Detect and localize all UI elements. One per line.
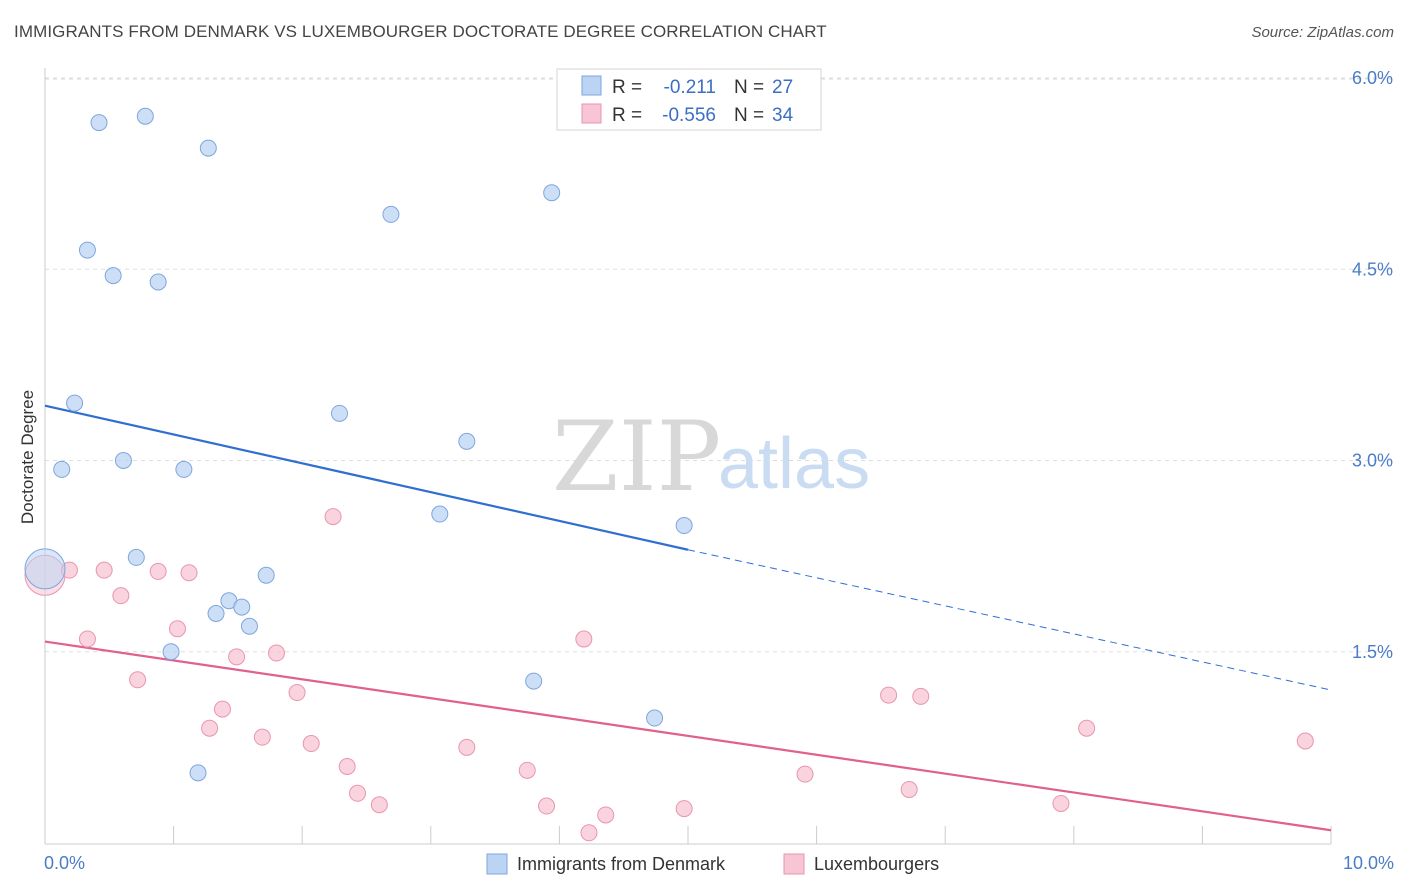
point-luxembourgers bbox=[1296, 732, 1314, 750]
point-luxembourgers bbox=[213, 700, 231, 718]
point-denmark bbox=[66, 394, 84, 412]
point-luxembourgers bbox=[338, 758, 356, 775]
point-luxembourgers bbox=[78, 630, 96, 648]
trend-lines bbox=[44, 404, 1332, 832]
series-legend-denmark: Immigrants from Denmark bbox=[517, 854, 726, 874]
point-denmark bbox=[431, 505, 449, 523]
point-luxembourgers bbox=[324, 508, 342, 526]
watermark-zip: ZIP bbox=[552, 401, 721, 513]
y-tick-label: 3.0% bbox=[1352, 451, 1393, 471]
legend-r-value-1: -0.211 bbox=[664, 77, 716, 98]
chart-title: IMMIGRANTS FROM DENMARK VS LUXEMBOURGER … bbox=[14, 22, 827, 41]
point-denmark bbox=[114, 452, 132, 469]
point-luxembourgers bbox=[112, 587, 130, 605]
point-luxembourgers bbox=[95, 561, 113, 579]
point-luxembourgers bbox=[348, 784, 366, 802]
point-luxembourgers bbox=[253, 728, 271, 746]
point-denmark bbox=[136, 107, 154, 125]
point-denmark bbox=[162, 643, 180, 661]
point-luxembourgers bbox=[538, 797, 556, 815]
point-denmark bbox=[104, 267, 122, 285]
point-denmark bbox=[543, 184, 561, 202]
point-denmark bbox=[90, 114, 108, 132]
point-denmark bbox=[330, 404, 348, 422]
point-luxembourgers bbox=[168, 620, 186, 638]
series-legend-swatch-luxembourgers bbox=[783, 853, 805, 875]
point-denmark bbox=[233, 598, 251, 616]
x-tick-label-min: 0.0% bbox=[44, 853, 85, 873]
x-tick-label-max: 10.0% bbox=[1343, 853, 1394, 873]
stats-legend: R = -0.211 N = 27 R = -0.556 N = 34 bbox=[556, 68, 822, 131]
legend-n-label-1: N = bbox=[734, 77, 764, 98]
point-luxembourgers bbox=[575, 630, 593, 648]
point-luxembourgers bbox=[675, 800, 693, 818]
gridlines bbox=[45, 77, 1392, 653]
point-luxembourgers bbox=[370, 796, 388, 814]
point-denmark bbox=[675, 517, 693, 535]
point-denmark bbox=[257, 566, 275, 584]
trend-line-denmark bbox=[44, 404, 689, 551]
y-axis-label: Doctorate Degree bbox=[18, 390, 37, 524]
point-denmark bbox=[207, 605, 225, 622]
point-denmark bbox=[646, 709, 664, 727]
point-luxembourgers bbox=[597, 806, 615, 824]
point-luxembourgers bbox=[796, 765, 814, 783]
point-luxembourgers bbox=[288, 684, 306, 702]
point-luxembourgers bbox=[912, 687, 930, 705]
trend-line-luxembourgers bbox=[44, 640, 1332, 832]
point-luxembourgers bbox=[129, 671, 147, 689]
legend-r-label-1: R = bbox=[612, 77, 642, 98]
point-luxembourgers bbox=[458, 738, 476, 756]
point-luxembourgers bbox=[302, 735, 320, 753]
point-luxembourgers bbox=[518, 761, 536, 779]
point-denmark bbox=[199, 139, 217, 157]
point-denmark bbox=[24, 548, 66, 590]
point-luxembourgers bbox=[180, 564, 198, 582]
point-denmark bbox=[78, 241, 96, 259]
point-denmark bbox=[189, 764, 207, 782]
trend-line-denmark-extension bbox=[687, 549, 1332, 691]
y-tick-label: 6.0% bbox=[1352, 68, 1393, 88]
watermark-atlas: atlas bbox=[718, 424, 870, 504]
point-denmark bbox=[382, 205, 400, 223]
watermark: ZIP atlas bbox=[552, 401, 870, 513]
legend-r-label-2: R = bbox=[612, 105, 642, 126]
y-tick-label: 4.5% bbox=[1352, 259, 1393, 279]
point-luxembourgers bbox=[580, 824, 598, 842]
legend-n-value-2: 34 bbox=[772, 105, 794, 126]
point-denmark bbox=[525, 672, 543, 690]
legend-swatch-denmark bbox=[581, 75, 602, 96]
point-luxembourgers bbox=[149, 562, 167, 580]
point-denmark bbox=[127, 548, 145, 566]
point-luxembourgers bbox=[267, 644, 285, 662]
series-legend-swatch-denmark bbox=[486, 853, 508, 875]
legend-r-value-2: -0.556 bbox=[662, 105, 716, 126]
y-tick-label: 1.5% bbox=[1352, 642, 1393, 662]
point-denmark bbox=[175, 460, 193, 478]
point-denmark bbox=[458, 432, 476, 450]
source-credit: Source: ZipAtlas.com bbox=[1251, 24, 1394, 41]
data-points bbox=[24, 107, 1314, 842]
point-luxembourgers bbox=[880, 686, 898, 704]
axes: 1.5% 3.0% 4.5% 6.0% 0.0% 10.0% bbox=[44, 68, 1394, 873]
point-luxembourgers bbox=[900, 780, 918, 798]
legend-swatch-luxembourgers bbox=[581, 103, 602, 124]
point-denmark bbox=[149, 273, 167, 291]
series-legend-luxembourgers: Luxembourgers bbox=[814, 854, 939, 874]
point-luxembourgers bbox=[1078, 719, 1096, 737]
point-denmark bbox=[240, 617, 258, 635]
legend-n-label-2: N = bbox=[734, 105, 764, 126]
point-denmark bbox=[53, 460, 71, 478]
point-luxembourgers bbox=[1052, 794, 1070, 812]
series-legend: Immigrants from Denmark Luxembourgers bbox=[486, 853, 939, 875]
point-luxembourgers bbox=[228, 648, 246, 666]
point-luxembourgers bbox=[201, 719, 219, 737]
legend-n-value-1: 27 bbox=[772, 77, 793, 98]
